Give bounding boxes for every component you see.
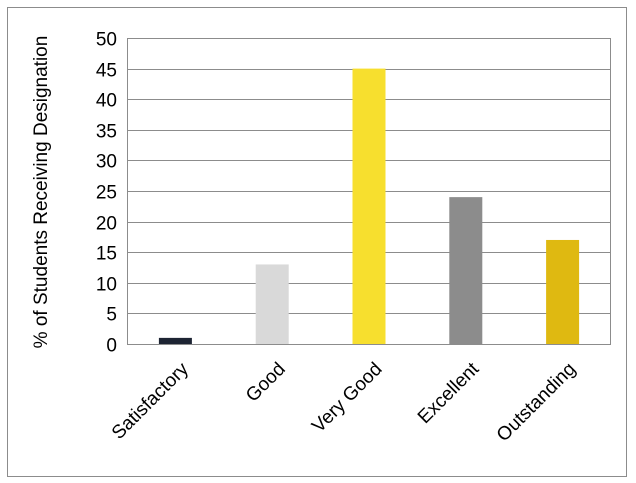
chart-frame [7,7,627,477]
y-tick-label: 30 [96,152,117,173]
y-tick-label: 10 [96,275,117,296]
y-tick-label: 5 [106,305,117,326]
y-axis-title: % of Students Receiving Designation [31,36,52,349]
y-tick-label: 45 [96,61,117,82]
x-category-label: Satisfactory [108,358,193,443]
y-tick-label: 35 [96,122,117,143]
bar-good [255,264,289,344]
bar-excellent [449,197,483,344]
y-tick-label: 50 [96,30,117,51]
bar-very-good [352,68,386,344]
y-tick-label: 20 [96,214,117,235]
x-category-label: Outstanding [493,359,580,446]
y-axis-ticks: 0 5 10 15 20 25 30 35 40 45 50 [96,30,117,357]
y-tick-label: 40 [96,91,117,112]
x-category-label: Excellent [414,358,484,428]
y-tick-label: 25 [96,183,117,204]
bar-satisfactory [158,337,192,344]
y-tick-label: 0 [106,336,117,357]
bar-outstanding [546,239,580,344]
x-category-label: Very Good [308,359,386,437]
y-tick-label: 15 [96,244,117,265]
x-axis-categories: Satisfactory Good Very Good Excellent Outsta… [108,358,580,446]
x-category-label: Good [242,359,290,407]
bars [158,68,580,344]
